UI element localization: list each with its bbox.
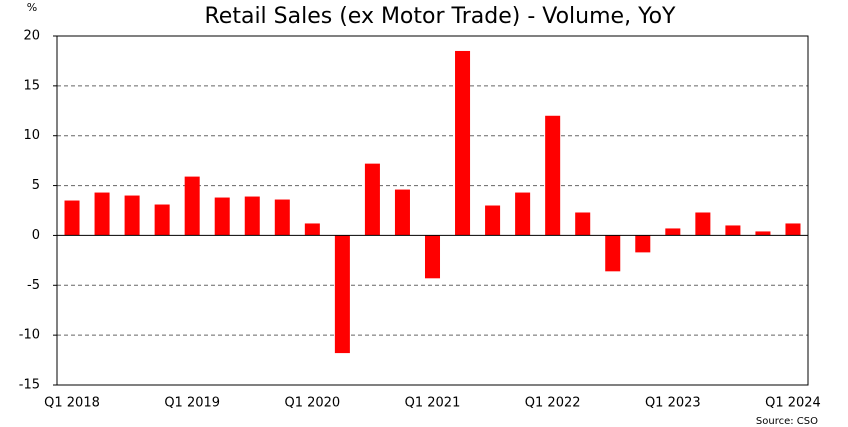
bar <box>635 235 651 253</box>
bar <box>394 189 410 236</box>
y-tick-label: 15 <box>23 78 40 93</box>
bar <box>605 235 621 272</box>
bar <box>515 192 531 236</box>
bar <box>725 225 741 236</box>
bar <box>94 192 110 236</box>
chart-title: Retail Sales (ex Motor Trade) - Volume, … <box>205 4 677 29</box>
bar <box>485 205 501 236</box>
x-tick-label: Q1 2020 <box>284 396 340 411</box>
x-tick-label: Q1 2024 <box>765 396 821 411</box>
bar <box>304 223 320 236</box>
y-tick-label: 0 <box>32 228 40 243</box>
bar <box>334 235 350 354</box>
bar <box>695 212 711 236</box>
bar <box>274 199 290 236</box>
bar <box>184 176 200 236</box>
y-tick-label: -10 <box>19 328 40 343</box>
plot-frame <box>56 35 809 386</box>
bar <box>64 200 80 236</box>
x-tick-label: Q1 2022 <box>525 396 581 411</box>
y-tick-label: 5 <box>32 178 40 193</box>
y-tick-label: 10 <box>23 128 40 143</box>
y-tick-label: 20 <box>23 29 40 44</box>
x-tick-label: Q1 2021 <box>405 396 461 411</box>
bar <box>665 228 681 236</box>
bar <box>545 115 561 236</box>
bar <box>364 163 380 236</box>
bar <box>214 197 230 236</box>
x-tick-label: Q1 2018 <box>44 396 100 411</box>
bar <box>455 50 471 236</box>
y-tick-label: -15 <box>19 378 40 393</box>
bar <box>244 196 260 236</box>
bar <box>575 212 591 236</box>
y-axis-label: % <box>27 1 37 14</box>
x-tick-label: Q1 2023 <box>645 396 701 411</box>
y-tick-label: -5 <box>27 278 40 293</box>
bar <box>124 195 140 236</box>
source-note: Source: CSO <box>756 416 818 427</box>
x-tick-label: Q1 2019 <box>164 396 220 411</box>
bar <box>785 223 801 236</box>
bar <box>424 235 441 279</box>
bar <box>154 204 170 236</box>
bar <box>755 231 771 236</box>
